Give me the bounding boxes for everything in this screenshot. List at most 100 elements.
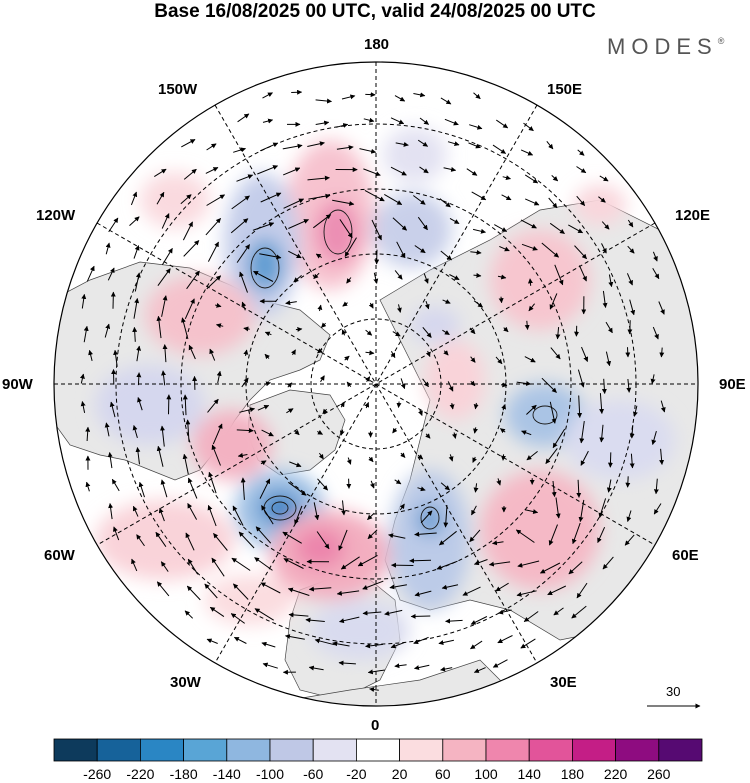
wind-vector: [469, 327, 476, 335]
wind-vector: [527, 278, 533, 286]
wind-vector: [342, 301, 348, 307]
wind-vector: [390, 166, 407, 176]
wind-vector: [312, 214, 332, 229]
wind-vector: [492, 540, 504, 546]
wind-vector: [156, 581, 170, 597]
wind-vector: [394, 479, 402, 485]
wind-vector: [205, 167, 219, 174]
wind-vector: [598, 498, 607, 518]
wind-vector: [205, 218, 221, 236]
wind-vector: [308, 586, 332, 592]
wind-vector: [132, 425, 138, 439]
wind-vector: [390, 117, 405, 125]
wind-vector: [440, 482, 450, 491]
wind-vector: [182, 221, 193, 241]
wind-vector: [602, 556, 614, 570]
wind-vector: [469, 124, 483, 130]
wind-vector: [161, 247, 173, 265]
wind-vector: [626, 273, 633, 286]
wind-vector: [581, 346, 589, 362]
wind-vector: [80, 401, 86, 413]
pos-anomaly-canada-w: [145, 275, 255, 355]
wind-vector: [339, 219, 353, 239]
wind-vector: [545, 448, 558, 464]
contour-low-labrador-inner: [271, 501, 289, 515]
wind-vector: [339, 429, 345, 436]
wind-vector: [285, 300, 297, 306]
wind-vector: [260, 582, 281, 594]
wind-vector: [207, 504, 217, 527]
wind-vector: [317, 478, 328, 491]
wind-vector: [606, 479, 612, 493]
wind-vector: [336, 145, 354, 151]
wind-vector: [186, 270, 200, 290]
wind-vector: [211, 557, 225, 577]
wind-vector: [660, 400, 666, 413]
wind-vector: [362, 610, 382, 616]
wind-vector: [466, 168, 478, 176]
pos-anomaly-hudson: [192, 410, 272, 480]
wind-vector: [629, 425, 635, 439]
wind-vector: [520, 219, 537, 229]
wind-vector: [394, 95, 406, 102]
wind-vector: [473, 427, 478, 434]
wind-vector: [395, 141, 409, 147]
wind-vector: [206, 194, 226, 206]
pos-anomaly-russia-w: [480, 470, 600, 590]
wind-vector: [365, 329, 373, 336]
wind-vector: [605, 351, 612, 367]
colorbar-swatch: [399, 738, 444, 762]
wind-vector: [417, 486, 426, 492]
wind-vector: [399, 503, 405, 511]
map-title: Base 16/08/2025 00 UTC, valid 24/08/2025…: [154, 1, 596, 22]
wind-vector: [369, 480, 375, 489]
wind-vector: [443, 166, 457, 172]
wind-vector: [541, 377, 557, 393]
wind-vector: [158, 507, 165, 522]
wind-vector: [254, 557, 273, 571]
wind-vector: [109, 401, 116, 418]
wind-vector: [211, 444, 221, 466]
wind-vector: [131, 558, 138, 572]
wind-vector: [497, 635, 513, 644]
wind-vector: [231, 195, 250, 210]
wind-vector: [470, 356, 476, 363]
wind-vector: [187, 503, 198, 520]
wind-vector: [156, 191, 165, 205]
wind-vector: [206, 143, 217, 151]
wind-vector: [625, 476, 631, 488]
wind-vector: [285, 634, 305, 640]
wind-vector: [452, 432, 457, 439]
wind-vector: [133, 298, 140, 319]
wind-vector: [548, 197, 558, 209]
wind-vector: [287, 382, 293, 388]
wind-vector: [357, 554, 378, 567]
wind-vector: [389, 584, 407, 590]
wind-vector: [439, 198, 451, 208]
wind-vector: [549, 401, 557, 424]
wind-vector: [230, 613, 245, 624]
wind-vector: [653, 478, 659, 495]
wind-vector: [233, 147, 246, 153]
wind-vector: [526, 404, 537, 415]
wind-vector: [136, 345, 142, 362]
wind-vector: [473, 559, 488, 566]
wind-vector: [184, 610, 194, 619]
wind-vector: [449, 403, 455, 410]
wind-vector: [392, 427, 398, 434]
colorbar-swatch: [355, 738, 400, 762]
wind-vector: [305, 617, 325, 623]
wind-vector: [254, 608, 274, 621]
wind-vector: [336, 590, 360, 596]
wind-vector: [282, 531, 302, 544]
wind-vector: [241, 301, 247, 311]
wind-vector: [546, 140, 554, 150]
wind-vector: [652, 326, 659, 340]
wind-vector: [363, 168, 381, 177]
neg-anomaly-canada: [95, 365, 205, 445]
wind-vector: [157, 268, 171, 286]
neg-anomaly-scandinavia: [390, 470, 470, 610]
wind-vector: [138, 481, 145, 498]
wind-vector: [294, 429, 300, 436]
colorbar-swatch: [312, 738, 357, 762]
